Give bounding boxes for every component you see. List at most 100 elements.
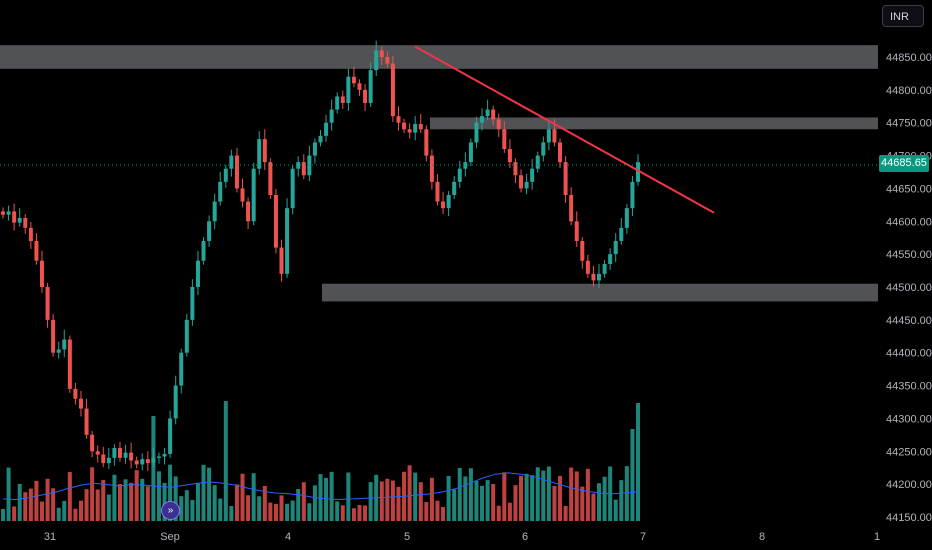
candle-body <box>558 142 563 163</box>
candle-body <box>407 129 412 133</box>
price-tick-label: 44800.00 <box>886 85 932 97</box>
candle-body <box>56 349 61 353</box>
candle-body <box>424 129 429 156</box>
volume-bar <box>6 467 11 521</box>
volume-bar <box>546 466 551 521</box>
volume-bar <box>624 466 629 521</box>
volume-bar <box>285 503 290 521</box>
volume-bar <box>296 488 301 521</box>
price-zone[interactable] <box>322 283 878 302</box>
candle-body <box>335 96 340 110</box>
candle-body <box>429 155 434 182</box>
candle-body <box>496 119 501 130</box>
volume-bar <box>519 475 524 521</box>
volume-bar <box>201 464 206 521</box>
descending-trendline[interactable] <box>414 45 715 214</box>
candle-body <box>0 211 6 215</box>
candle-body <box>218 181 223 202</box>
candle-body <box>223 168 228 182</box>
volume-bar <box>290 500 295 521</box>
candle-body <box>34 241 39 261</box>
candle-body <box>262 139 267 163</box>
volume-bar <box>279 495 284 521</box>
candle-body <box>190 287 195 320</box>
volume-bar <box>507 502 512 521</box>
candle-body <box>23 218 28 228</box>
candle-body <box>507 149 512 163</box>
volume-bar <box>78 500 83 521</box>
candle-body <box>446 195 451 209</box>
volume-bar <box>106 494 111 521</box>
candle-body <box>324 122 329 136</box>
time-tick-label: 8 <box>759 531 765 543</box>
time-tick-label: Sep <box>160 531 180 543</box>
candle-body <box>67 339 72 389</box>
candle-body <box>162 453 167 457</box>
candle-body <box>457 168 462 182</box>
candle-body <box>435 181 440 202</box>
candle-body <box>112 448 117 458</box>
volume-bar <box>17 483 22 521</box>
volume-bar <box>346 472 351 521</box>
volume-bar <box>307 503 312 521</box>
candle-body <box>90 434 95 452</box>
candle-body <box>351 76 356 84</box>
volume-bar <box>257 496 262 521</box>
candle-body <box>290 168 295 209</box>
time-tick-label: 7 <box>640 531 646 543</box>
volume-bar <box>195 483 200 521</box>
candle-body <box>624 208 629 228</box>
candle-body <box>240 188 245 202</box>
candle-body <box>62 339 67 350</box>
candle-body <box>179 352 184 386</box>
volume-bar <box>396 486 401 521</box>
volume-bar <box>151 416 156 521</box>
volume-bar <box>156 471 161 521</box>
volume-bar <box>468 468 473 521</box>
volume-bar <box>229 506 234 521</box>
candle-body <box>285 208 290 274</box>
candle-body <box>580 241 585 261</box>
price-candles <box>0 40 641 471</box>
candle-body <box>140 459 145 465</box>
candle-body <box>546 129 551 143</box>
price-tick-label: 44550.00 <box>886 249 932 261</box>
candle-body <box>630 181 635 209</box>
price-zone[interactable] <box>430 117 878 130</box>
volume-bars <box>0 401 641 521</box>
candle-body <box>117 448 122 458</box>
candle-body <box>552 129 557 143</box>
candle-body <box>329 109 334 123</box>
trendline[interactable] <box>414 45 715 214</box>
candle-body <box>346 76 351 103</box>
price-tick-label: 44400.00 <box>886 348 932 360</box>
candle-body <box>385 57 390 64</box>
time-tick-label: 5 <box>404 531 410 543</box>
candle-body <box>491 109 496 120</box>
volume-ma-line <box>2 472 639 501</box>
volume-moving-average <box>2 472 639 501</box>
volume-bar <box>324 477 329 521</box>
volume-bar <box>602 476 607 521</box>
replay-icon[interactable]: » <box>161 501 180 520</box>
candle-body <box>168 418 173 454</box>
candle-body <box>613 241 618 255</box>
candle-body <box>413 124 418 133</box>
time-axis[interactable]: 31 Sep 4 5 6 7 8 1 <box>44 531 880 543</box>
candle-body <box>519 175 524 189</box>
candle-body <box>145 459 150 464</box>
candle-body <box>273 195 278 248</box>
price-axis[interactable]: 44850.0044800.0044750.0044700.0044650.00… <box>886 52 932 524</box>
candle-body <box>396 116 401 123</box>
volume-bar <box>491 483 496 521</box>
currency-selector[interactable]: INR <box>882 5 924 27</box>
price-zone[interactable] <box>0 45 878 69</box>
volume-bar <box>168 464 173 521</box>
volume-bar <box>145 486 150 521</box>
candle-body <box>363 89 368 103</box>
price-tick-label: 44450.00 <box>886 315 932 327</box>
price-tick-label: 44250.00 <box>886 446 932 458</box>
volume-bar <box>535 467 540 521</box>
volume-bar <box>218 498 223 521</box>
